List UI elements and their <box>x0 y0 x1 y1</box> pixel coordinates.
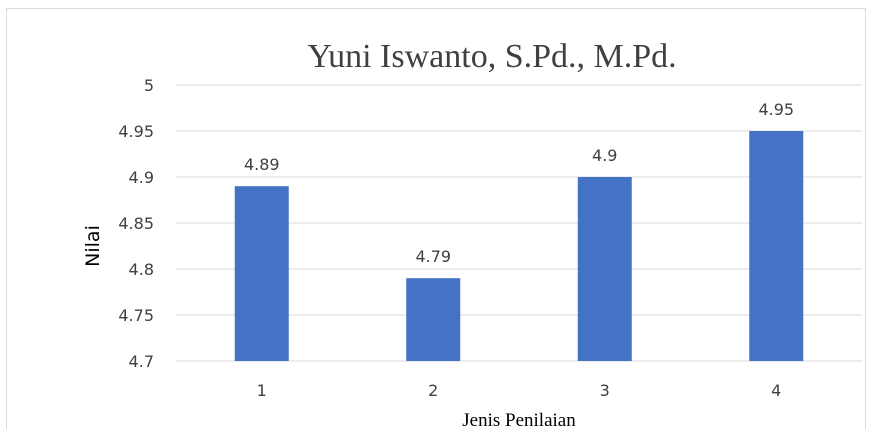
bar <box>234 186 289 361</box>
x-axis-title: Jenis Penilaian <box>462 410 576 429</box>
data-label: 4.79 <box>415 247 451 266</box>
data-label: 4.89 <box>244 155 280 174</box>
y-tick-label: 4.85 <box>118 214 154 233</box>
y-axis-title: Nilai <box>82 225 104 267</box>
gridlines <box>176 84 862 362</box>
x-tick-label: 2 <box>428 381 438 400</box>
data-label: 4.9 <box>592 146 617 165</box>
data-labels: 4.89 4.79 4.9 4.95 <box>244 100 794 266</box>
y-tick-label: 4.75 <box>118 306 154 325</box>
x-axis-ticks: 1 2 3 4 <box>257 381 782 400</box>
x-tick-label: 3 <box>600 381 610 400</box>
y-axis-ticks: 4.7 4.75 4.8 4.85 4.9 4.95 5 <box>118 76 154 371</box>
y-tick-label: 4.7 <box>129 352 154 371</box>
bars <box>234 131 804 361</box>
y-tick-label: 4.9 <box>129 168 154 187</box>
bar <box>577 177 632 361</box>
y-tick-label: 4.95 <box>118 122 154 141</box>
y-tick-label: 4.8 <box>129 260 154 279</box>
x-tick-label: 4 <box>771 381 781 400</box>
data-label: 4.95 <box>758 100 794 119</box>
bar <box>749 131 804 361</box>
x-tick-label: 1 <box>257 381 267 400</box>
bar <box>406 278 461 361</box>
y-tick-label: 5 <box>144 76 154 95</box>
chart-title: Yuni Iswanto, S.Pd., M.Pd. <box>307 38 676 75</box>
